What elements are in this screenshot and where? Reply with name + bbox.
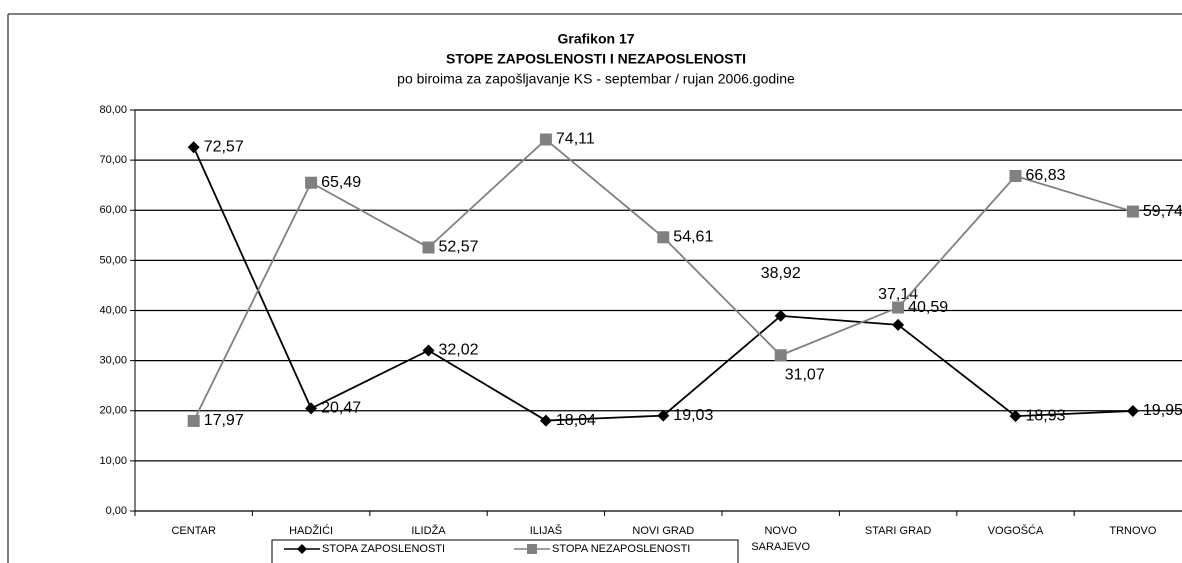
x-tick-label: NOVO SARAJEVO: [751, 525, 810, 553]
marker: [539, 414, 552, 427]
y-tick-label: 80,00: [99, 104, 127, 116]
y-tick-label: 70,00: [99, 154, 127, 166]
x-tick-label: ILIDŽA: [411, 524, 446, 537]
data-label: 20,47: [321, 400, 361, 417]
marker: [1009, 170, 1022, 183]
data-label: 19,03: [673, 407, 713, 424]
legend-label: STOPA ZAPOSLENOSTI: [322, 543, 445, 555]
marker: [657, 231, 670, 244]
marker: [187, 414, 200, 427]
data-label: 32,02: [439, 342, 479, 359]
marker: [774, 309, 787, 322]
x-tick-label: TRNOVO: [1109, 525, 1157, 537]
marker: [305, 402, 318, 415]
data-label: 31,07: [785, 366, 825, 383]
legend: [271, 539, 739, 563]
y-tick-label: 20,00: [99, 405, 127, 417]
legend-marker: [297, 544, 307, 554]
marker: [657, 409, 670, 422]
chart-title: Grafikon 17: [557, 31, 634, 47]
data-label: 18,93: [1026, 407, 1066, 424]
marker: [1126, 405, 1139, 418]
chart-subtitle: STOPE ZAPOSLENOSTI I NEZAPOSLENOSTI: [446, 51, 746, 67]
data-label: 59,74: [1143, 203, 1182, 220]
marker: [422, 344, 435, 357]
marker: [774, 349, 787, 362]
chart-subtitle: po biroima za zapošljavanje KS - septemb…: [397, 71, 795, 87]
data-label: 37,14: [878, 286, 918, 303]
y-tick-label: 0,00: [106, 505, 127, 517]
x-tick-label: NOVI GRAD: [632, 525, 694, 537]
data-label: 52,57: [439, 239, 479, 256]
x-tick-label: HADŽIĆI: [289, 524, 333, 537]
x-tick-label: VOGOŠĆA: [988, 524, 1044, 537]
y-tick-label: 50,00: [99, 254, 127, 266]
x-tick-label: ILIJAŠ: [530, 524, 562, 537]
y-tick-label: 40,00: [99, 304, 127, 316]
marker: [422, 241, 435, 254]
y-tick-label: 30,00: [99, 355, 127, 367]
data-label: 65,49: [321, 174, 361, 191]
marker: [539, 133, 552, 146]
marker: [892, 318, 905, 331]
data-label: 54,61: [673, 228, 713, 245]
legend-label: STOPA NEZAPOSLENOSTI: [552, 543, 690, 555]
legend-marker: [527, 544, 537, 554]
data-label: 72,57: [204, 138, 244, 155]
y-tick-label: 10,00: [99, 455, 127, 467]
marker: [305, 176, 318, 189]
data-label: 19,95: [1143, 402, 1182, 419]
x-tick-label: CENTAR: [171, 525, 215, 537]
x-tick-label: STARI GRAD: [865, 525, 931, 537]
marker: [1126, 205, 1139, 218]
y-tick-label: 60,00: [99, 204, 127, 216]
data-label: 17,97: [204, 412, 244, 429]
data-label: 40,59: [908, 299, 948, 316]
data-label: 66,83: [1026, 167, 1066, 184]
data-label: 74,11: [556, 131, 595, 148]
marker: [1009, 410, 1022, 423]
data-label: 38,92: [761, 265, 801, 282]
marker: [892, 301, 905, 314]
marker: [187, 141, 200, 154]
data-label: 18,04: [556, 412, 596, 429]
